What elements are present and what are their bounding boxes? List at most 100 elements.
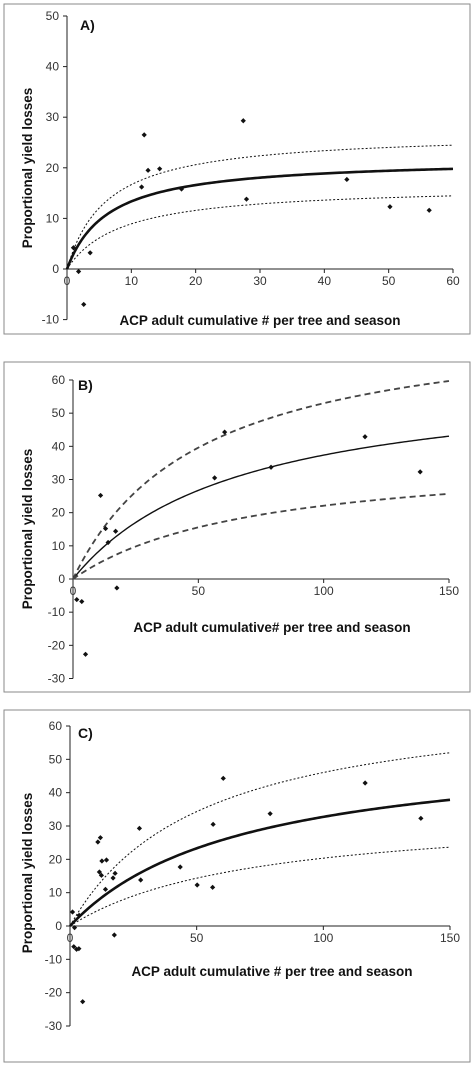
panel-c-xtick-label: 150 — [440, 931, 460, 945]
panel-a-data-point — [344, 176, 350, 183]
panel-a-ylabel: Proportional yield losses — [20, 88, 35, 249]
panel-c-data-point — [136, 825, 143, 831]
panel-b-data-point — [212, 475, 218, 481]
panel-c-ytick-label: 10 — [49, 886, 63, 900]
panel-c-data-point — [210, 884, 216, 890]
panel-c-ytick-label: 20 — [49, 852, 63, 866]
panel-c-xlabel: ACP adult cumulative # per tree and seas… — [131, 964, 412, 979]
panel-b-data-point — [362, 434, 368, 440]
panel-c-data-point — [103, 857, 110, 863]
panel-c-curve-0 — [69, 798, 451, 927]
panel-a-curve-1 — [66, 144, 454, 270]
panel-a-data-point — [87, 250, 93, 256]
panel-b-frame — [3, 361, 471, 693]
panel-c-ylabel: Proportional yield losses — [20, 793, 35, 954]
panel-a-xtick-label: 20 — [189, 274, 203, 288]
panel-b-xlabel: ACP adult cumulative# per tree and seaso… — [133, 620, 410, 635]
panel-c-data-point — [98, 872, 105, 878]
panel-a-ytick-label: 30 — [46, 110, 60, 124]
panel-c-data-point — [111, 932, 117, 938]
panel-b-ylabel: Proportional yield losses — [20, 449, 35, 610]
panel-a-ytick-label: 50 — [46, 9, 60, 23]
panel-c-ytick-label: -10 — [45, 952, 63, 966]
panel-c-data-point — [97, 835, 103, 841]
panel-c-plot: -30 -20 -10 0 10 20 30 40 50 60 0 50 100 150 — [45, 719, 461, 1033]
panel-c-xtick-label: 50 — [190, 931, 204, 945]
panel-b-data-point — [114, 585, 120, 591]
panel-a-frame — [3, 3, 471, 335]
panel-c-data-point — [96, 869, 102, 875]
panel-b-data-point — [74, 596, 80, 603]
panel-c-data-point — [112, 870, 118, 876]
panel-b-ytick-label: 60 — [52, 373, 66, 387]
panel-a-curve-2 — [66, 195, 454, 270]
panel-a-xtick-label: 10 — [125, 274, 139, 288]
panel-b-data-point — [222, 429, 228, 435]
panel-a-ytick-label: 20 — [46, 161, 60, 175]
panel-c-ytick-label: -20 — [45, 986, 63, 1000]
panel-b-ytick-label: 20 — [52, 506, 66, 520]
panel-c-ytick-label: -30 — [45, 1019, 63, 1033]
panel-b-ytick-label: -20 — [48, 638, 66, 652]
panel-c-data-point — [102, 886, 109, 892]
panel-b-data-point — [113, 528, 119, 534]
panel-a-data-point — [426, 207, 432, 213]
panel-b-xtick-label: 0 — [70, 584, 77, 598]
panel-c-data-point — [76, 912, 82, 918]
panel-a-data-point — [387, 204, 393, 210]
panel-c-data-point — [69, 909, 76, 915]
panel-b-data-point — [102, 525, 109, 532]
panel-c-data-point — [418, 815, 424, 821]
panel-a-data-point — [157, 166, 163, 172]
panel-b-data-point — [268, 464, 274, 470]
panel-a-data-point — [141, 132, 147, 138]
panel-c-data-point — [138, 877, 144, 883]
panel-a-xtick-label: 60 — [446, 274, 460, 288]
panel-b-ytick-label: -30 — [48, 672, 66, 686]
panel-b-ytick-label: -10 — [48, 605, 66, 619]
panel-b-data-point — [82, 651, 89, 657]
panel-b-data-point — [417, 469, 423, 475]
panel-a-ytick-label: 40 — [46, 60, 60, 74]
panel-b-ytick-label: 50 — [52, 406, 66, 420]
panel-c-data-point — [71, 925, 78, 931]
panel-a-label: A) — [80, 17, 95, 33]
panel-b-plot: -30 -20 -10 0 10 20 30 40 50 60 0 50 100 150 — [48, 373, 460, 686]
panel-c-label: C) — [78, 725, 93, 741]
panel-a-data-point — [70, 245, 77, 251]
panel-b-data-point — [97, 492, 104, 499]
panel-c-ytick-label: 60 — [49, 719, 63, 733]
panel-c-ytick-label: 40 — [49, 786, 63, 800]
panel-c-ytick-label: 0 — [55, 919, 62, 933]
panel-b-xtick-label: 50 — [192, 584, 206, 598]
panel-c-ytick-label: 50 — [49, 752, 63, 766]
panel-a-data-point — [243, 196, 250, 202]
panel-a-data-point — [145, 167, 151, 173]
panel-c-data-point — [95, 839, 101, 845]
panel-b-xtick-label: 100 — [314, 584, 334, 598]
panel-a-data-point — [75, 268, 82, 275]
panel-c-data-point — [267, 811, 273, 817]
panel-c-data-point — [110, 875, 116, 881]
panel-c: C) Proportional yield losses ACP adult c… — [3, 709, 471, 1063]
panel-b-data-point — [79, 598, 85, 605]
panel-c-xtick-label: 100 — [313, 931, 333, 945]
panel-c-curve-1 — [69, 752, 451, 927]
panel-b-ytick-label: 40 — [52, 439, 66, 453]
panel-a-xtick-label: 30 — [253, 274, 267, 288]
panel-c-frame — [3, 709, 471, 1063]
panel-c-curve-2 — [69, 846, 451, 927]
panel-c-data-point — [210, 821, 216, 827]
panel-c-data-point — [194, 882, 200, 888]
panel-c-data-point — [80, 999, 86, 1005]
panel-a-plot: -10 0 10 20 30 40 50 0 10 20 30 40 50 60 — [42, 9, 460, 327]
panel-a-data-point — [139, 184, 145, 190]
panel-a-ytick-label: 0 — [52, 262, 59, 276]
panel-c-data-point — [177, 864, 183, 870]
panel-a-ytick-label: -10 — [42, 313, 60, 327]
panel-a-ytick-label: 10 — [46, 211, 60, 225]
panel-c-data-point — [76, 946, 82, 952]
panel-b-curve-1 — [72, 380, 450, 580]
panel-a-data-point — [240, 118, 246, 124]
